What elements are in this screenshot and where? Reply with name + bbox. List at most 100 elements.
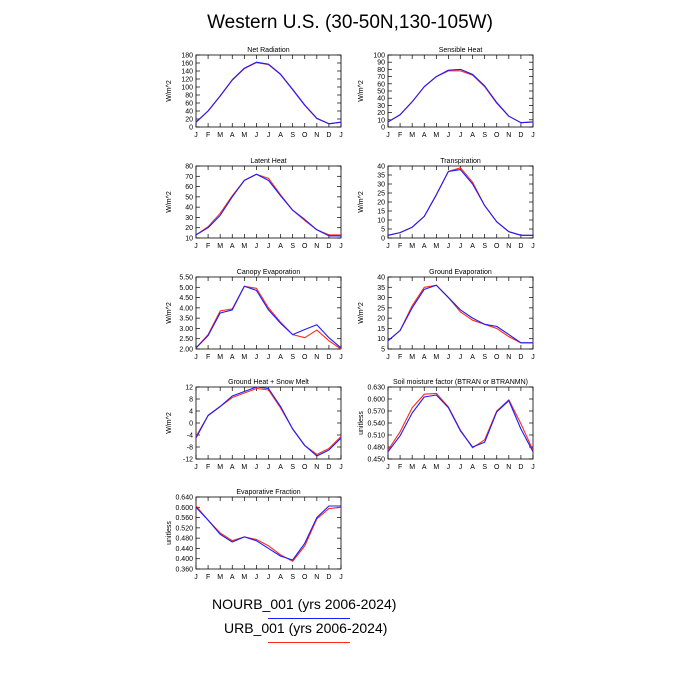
x-tick-label: M — [217, 132, 223, 139]
x-tick-label: M — [409, 464, 415, 471]
x-tick-label: A — [422, 354, 427, 361]
y-tick-label: 15 — [377, 209, 385, 216]
x-tick-label: J — [459, 132, 463, 139]
y-tick-label: 80 — [185, 93, 193, 100]
y-axis-label: W/m^2 — [166, 80, 173, 102]
x-tick-label: N — [506, 243, 511, 250]
y-tick-label: 0.450 — [367, 457, 385, 464]
chart-canopy-evaporation: Canopy Evaporation 2.00 2.50 3.00 3.50 4.00 4.… — [166, 269, 343, 361]
x-tick-label: S — [290, 464, 295, 471]
plot-frame — [195, 54, 342, 128]
y-tick-label: 0.400 — [175, 556, 193, 563]
y-tick-label: 0.440 — [175, 546, 193, 553]
x-tick-label: J — [255, 574, 259, 581]
y-tick-label: 180 — [181, 53, 193, 60]
y-axis-label: W/m^2 — [358, 302, 365, 324]
x-tick-label: A — [422, 464, 427, 471]
series-line-urb — [195, 505, 342, 562]
y-tick-label: 0.540 — [367, 421, 385, 428]
x-tick-label: A — [470, 464, 475, 471]
y-tick-label: -4 — [187, 433, 193, 440]
x-tick-label: O — [302, 464, 308, 471]
x-tick-label: M — [409, 354, 415, 361]
y-tick-label: 15 — [377, 326, 385, 333]
series-line-nourb — [195, 285, 342, 349]
chart-title: Latent Heat — [250, 158, 286, 165]
y-tick-label: 60 — [185, 184, 193, 191]
x-tick-label: A — [230, 132, 235, 139]
y-tick-label: 40 — [377, 164, 385, 171]
y-tick-label: 100 — [373, 53, 385, 60]
y-tick-label: 90 — [377, 60, 385, 67]
y-axis-label: unitless — [166, 521, 173, 545]
x-tick-label: D — [518, 243, 523, 250]
y-tick-label: 20 — [377, 110, 385, 117]
x-tick-label: A — [278, 243, 283, 250]
y-tick-label: 20 — [185, 225, 193, 232]
x-tick-label: M — [241, 464, 247, 471]
y-tick-label: 120 — [181, 77, 193, 84]
x-tick-label: J — [194, 464, 198, 471]
x-tick-label: F — [206, 574, 210, 581]
series-line-nourb — [195, 505, 341, 561]
x-tick-label: A — [470, 354, 475, 361]
series-line-nourb — [195, 173, 341, 237]
x-tick-label: N — [506, 354, 511, 361]
x-tick-label: D — [326, 132, 331, 139]
x-tick-label: M — [433, 354, 439, 361]
y-tick-label: 0.520 — [175, 525, 193, 532]
x-tick-label: M — [433, 132, 439, 139]
x-tick-label: J — [267, 464, 271, 471]
legend-label-urb: URB_001 (yrs 2006-2024) — [224, 620, 388, 636]
x-tick-label: N — [506, 464, 511, 471]
x-tick-label: D — [326, 464, 331, 471]
chart-evaporative-fraction: Evaporative Fraction 0.360 0.400 0.440 0.480… — [166, 489, 343, 581]
y-tick-label: 35 — [377, 173, 385, 180]
y-tick-label: 0.600 — [367, 397, 385, 404]
x-tick-label: S — [482, 243, 487, 250]
x-tick-label: F — [398, 354, 402, 361]
y-tick-label: 0 — [189, 421, 193, 428]
y-tick-label: 20 — [185, 117, 193, 124]
x-tick-label: A — [278, 574, 283, 581]
x-tick-label: A — [470, 243, 475, 250]
x-tick-label: J — [267, 574, 271, 581]
x-tick-label: D — [518, 132, 523, 139]
y-tick-label: 20 — [377, 316, 385, 323]
x-tick-label: A — [278, 464, 283, 471]
plot-frame — [195, 276, 342, 350]
x-tick-label: M — [433, 464, 439, 471]
y-tick-label: 0.640 — [175, 495, 193, 502]
legend-line-urb — [268, 642, 350, 643]
x-tick-label: J — [255, 464, 259, 471]
x-tick-label: N — [506, 132, 511, 139]
x-tick-label: J — [386, 464, 390, 471]
series-line-urb — [195, 387, 342, 456]
x-tick-label: M — [241, 132, 247, 139]
y-tick-label: 3.00 — [179, 326, 193, 333]
x-tick-label: F — [206, 464, 210, 471]
y-tick-label: 0 — [381, 125, 385, 132]
x-tick-label: J — [339, 464, 343, 471]
page-title: Western U.S. (30-50N,130-105W) — [207, 12, 493, 33]
y-tick-label: 50 — [377, 89, 385, 96]
y-tick-label: 60 — [377, 81, 385, 88]
series-line-urb — [195, 285, 342, 350]
x-tick-label: A — [278, 354, 283, 361]
series-line-urb — [195, 62, 342, 125]
x-tick-label: J — [194, 132, 198, 139]
y-tick-label: 0.480 — [367, 445, 385, 452]
x-tick-label: O — [302, 243, 308, 250]
chart-title: Net Radiation — [247, 47, 290, 54]
x-tick-label: N — [314, 464, 319, 471]
x-tick-label: O — [302, 132, 308, 139]
y-tick-label: 25 — [377, 191, 385, 198]
y-axis-label: W/m^2 — [166, 412, 173, 434]
y-axis-label: W/m^2 — [166, 302, 173, 324]
x-tick-label: D — [518, 354, 523, 361]
x-tick-label: J — [255, 132, 259, 139]
x-tick-label: D — [326, 354, 331, 361]
